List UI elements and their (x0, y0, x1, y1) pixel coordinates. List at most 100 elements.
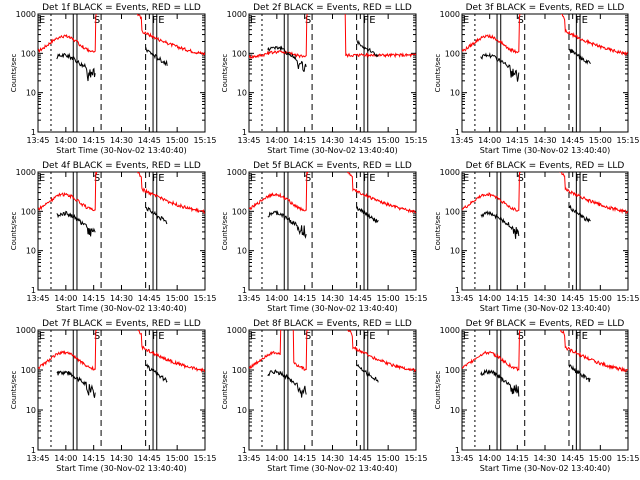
y-tick-label: 1000 (16, 168, 36, 177)
interval-marker-E: E (158, 15, 164, 26)
chart-title: Det 9f BLACK = Events, RED = LLD (466, 319, 625, 329)
x-tick-label: 15:00 (166, 454, 189, 463)
x-tick-label: 13:45 (450, 294, 473, 303)
x-tick-label: 15:00 (589, 454, 612, 463)
y-tick-label: 1 (31, 446, 36, 455)
x-tick-label: 14:00 (54, 454, 77, 463)
series-lld-line (462, 172, 628, 215)
interval-marker-E: E (369, 331, 375, 342)
plot-frame (37, 13, 206, 133)
y-tick-label: 1000 (227, 326, 247, 335)
x-axis-label: Start Time (30-Nov-02 13:40:40) (267, 464, 397, 473)
x-tick-label: 13:45 (450, 136, 473, 145)
x-axis-label: Start Time (30-Nov-02 13:40:40) (56, 146, 186, 155)
chart-panel-4: Det 4f BLACK = Events, RED = LLD 1 10 100 10… (10, 161, 217, 313)
chart-title: Det 2f BLACK = Events, RED = LLD (253, 3, 412, 13)
interval-marker-E: E (250, 173, 256, 184)
x-axis-label: Start Time (30-Nov-02 13:40:40) (56, 304, 186, 313)
series-lld-line (462, 14, 628, 56)
plot-frame (461, 329, 629, 451)
chart-panel-9: Det 9f BLACK = Events, RED = LLD 1 10 100 10… (434, 319, 640, 473)
y-tick-label: 1000 (16, 326, 36, 335)
series-lld-line (249, 172, 416, 214)
interval-marker-F: F (575, 331, 581, 342)
series-events-line (56, 52, 96, 82)
plot-frame (37, 171, 206, 291)
x-tick-label: 14:00 (54, 294, 77, 303)
chart-title: Det 8f BLACK = Events, RED = LLD (253, 319, 412, 329)
y-tick-label: 10 (237, 247, 247, 256)
x-tick-label: 13:45 (237, 454, 260, 463)
interval-marker-S: S (94, 331, 100, 342)
x-tick-label: 13:45 (26, 294, 49, 303)
interval-marker-F: F (575, 173, 581, 184)
interval-marker-F: F (152, 15, 158, 26)
series-lld-line (249, 14, 416, 60)
y-axis-label: Counts/sec (434, 371, 442, 410)
y-axis-label: Counts/sec (221, 54, 229, 93)
x-tick-label: 14:15 (293, 454, 316, 463)
x-axis-label: Start Time (30-Nov-02 13:40:40) (267, 304, 397, 313)
chart-panel-5: Det 5f BLACK = Events, RED = LLD 1 10 100 10… (221, 161, 428, 313)
y-tick-label: 10 (450, 247, 460, 256)
y-axis-label: Counts/sec (10, 212, 18, 251)
plot-frame (248, 329, 417, 451)
interval-marker-E: E (250, 331, 256, 342)
x-tick-label: 14:45 (561, 454, 584, 463)
x-tick-label: 14:45 (138, 454, 161, 463)
x-tick-label: 14:00 (265, 454, 288, 463)
series-events-line (356, 205, 379, 224)
x-tick-label: 14:30 (533, 294, 556, 303)
y-tick-label: 1 (31, 128, 36, 137)
series-events-line (568, 48, 591, 65)
chart-panel-2: Det 2f BLACK = Events, RED = LLD 1 10 100 10… (221, 3, 428, 155)
interval-marker-F: F (363, 331, 369, 342)
x-tick-label: 14:00 (478, 294, 501, 303)
series-events-line (480, 210, 520, 239)
x-tick-label: 15:00 (166, 136, 189, 145)
y-tick-label: 100 (232, 207, 247, 216)
y-tick-label: 100 (232, 366, 247, 375)
series-events-line (145, 206, 168, 225)
series-lld-line (38, 330, 205, 373)
x-tick-label: 15:15 (404, 454, 427, 463)
y-tick-label: 1 (455, 446, 460, 455)
series-lld-line (38, 172, 205, 214)
x-tick-label: 14:15 (82, 136, 105, 145)
chart-panel-3: Det 3f BLACK = Events, RED = LLD 1 10 100 10… (434, 3, 640, 155)
plot-frame (37, 329, 206, 451)
interval-marker-F: F (363, 173, 369, 184)
interval-marker-E: E (158, 173, 164, 184)
series-events-line (480, 368, 520, 397)
x-tick-label: 15:15 (404, 294, 427, 303)
x-tick-label: 14:00 (478, 136, 501, 145)
x-tick-label: 14:15 (506, 136, 529, 145)
interval-marker-S: S (305, 331, 311, 342)
interval-marker-E: E (582, 173, 588, 184)
interval-marker-S: S (518, 173, 524, 184)
x-tick-label: 14:15 (506, 454, 529, 463)
interval-marker-S: S (305, 173, 311, 184)
chart-title: Det 4f BLACK = Events, RED = LLD (42, 161, 201, 171)
y-tick-label: 100 (445, 207, 460, 216)
x-tick-label: 14:00 (54, 136, 77, 145)
interval-marker-E: E (463, 15, 469, 26)
x-tick-label: 14:45 (349, 294, 372, 303)
x-tick-label: 14:00 (265, 136, 288, 145)
x-tick-label: 15:15 (616, 454, 639, 463)
x-tick-label: 14:30 (110, 454, 133, 463)
series-events-line (480, 52, 520, 82)
x-tick-label: 14:45 (138, 136, 161, 145)
interval-marker-E: E (369, 15, 375, 26)
x-tick-label: 14:30 (321, 136, 344, 145)
y-tick-label: 100 (445, 366, 460, 375)
y-tick-label: 100 (232, 49, 247, 58)
x-tick-label: 15:15 (193, 454, 216, 463)
x-tick-label: 15:15 (404, 136, 427, 145)
y-tick-label: 1000 (16, 10, 36, 19)
y-tick-label: 10 (237, 89, 247, 98)
x-tick-label: 15:00 (166, 294, 189, 303)
y-tick-label: 1 (242, 128, 247, 137)
series-events-line (568, 364, 591, 383)
